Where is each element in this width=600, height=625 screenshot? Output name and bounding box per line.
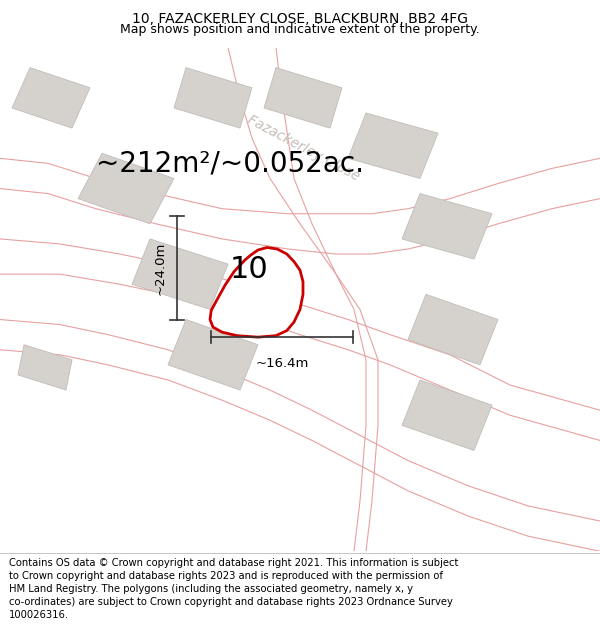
Polygon shape <box>132 239 228 309</box>
Text: Map shows position and indicative extent of the property.: Map shows position and indicative extent… <box>120 22 480 36</box>
Polygon shape <box>12 68 90 128</box>
Text: ~16.4m: ~16.4m <box>256 357 308 370</box>
Polygon shape <box>408 294 498 365</box>
Text: to Crown copyright and database rights 2023 and is reproduced with the permissio: to Crown copyright and database rights 2… <box>9 571 443 581</box>
Polygon shape <box>402 194 492 259</box>
Polygon shape <box>348 113 438 179</box>
Polygon shape <box>18 345 72 390</box>
Polygon shape <box>174 68 252 128</box>
Text: co-ordinates) are subject to Crown copyright and database rights 2023 Ordnance S: co-ordinates) are subject to Crown copyr… <box>9 597 453 607</box>
Polygon shape <box>168 319 258 390</box>
Polygon shape <box>78 153 174 224</box>
Text: 10: 10 <box>230 254 268 284</box>
Polygon shape <box>210 248 303 337</box>
Text: ~24.0m: ~24.0m <box>153 241 166 294</box>
Text: HM Land Registry. The polygons (including the associated geometry, namely x, y: HM Land Registry. The polygons (includin… <box>9 584 413 594</box>
Text: Contains OS data © Crown copyright and database right 2021. This information is : Contains OS data © Crown copyright and d… <box>9 558 458 568</box>
Text: ~212m²/~0.052ac.: ~212m²/~0.052ac. <box>96 149 364 178</box>
Polygon shape <box>402 380 492 451</box>
Text: Fazackerley Close: Fazackerley Close <box>245 112 361 184</box>
Text: 100026316.: 100026316. <box>9 609 69 619</box>
Polygon shape <box>264 68 342 128</box>
Text: 10, FAZACKERLEY CLOSE, BLACKBURN, BB2 4FG: 10, FAZACKERLEY CLOSE, BLACKBURN, BB2 4F… <box>132 12 468 26</box>
